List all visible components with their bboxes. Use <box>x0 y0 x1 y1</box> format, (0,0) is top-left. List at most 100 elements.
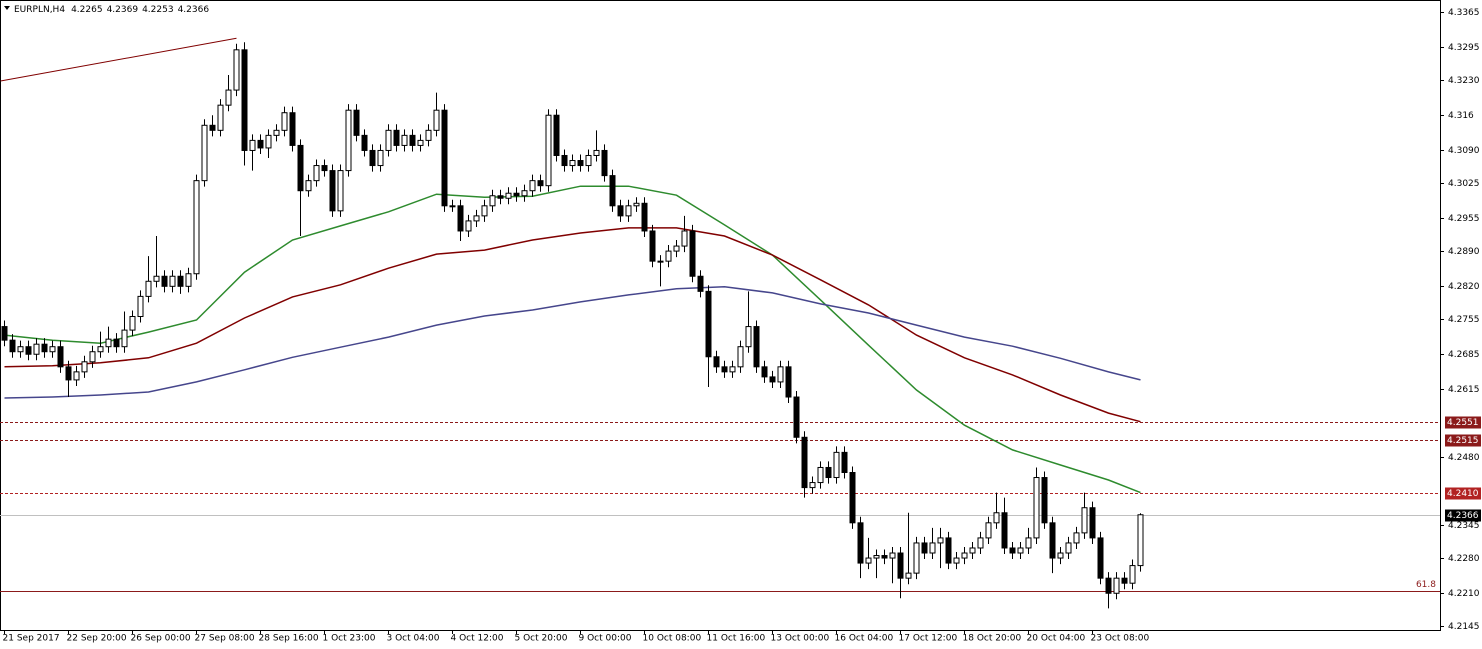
y-tick-label: 4.3025 <box>1448 179 1480 189</box>
candle-body <box>721 366 728 373</box>
candle-body <box>481 205 488 217</box>
candle-body <box>977 537 984 549</box>
plot-frame <box>0 0 1441 631</box>
candle-body <box>633 202 640 207</box>
candle-body <box>529 180 536 192</box>
y-tick-label: 4.2890 <box>1448 247 1480 257</box>
x-tick-label: 28 Sep 16:00 <box>259 634 319 644</box>
candle-body <box>1009 547 1016 554</box>
candle-body <box>1081 507 1088 534</box>
candle-body <box>705 290 712 358</box>
candle-body <box>665 250 672 262</box>
candle-body <box>929 542 936 554</box>
level-label: 4.2366 <box>1447 511 1479 521</box>
candle-body <box>561 154 568 167</box>
x-tick-label: 18 Oct 20:00 <box>963 634 1022 644</box>
candle-body <box>105 338 112 348</box>
candle-body <box>281 112 288 131</box>
candle-body <box>1017 547 1024 554</box>
level-label: 4.2410 <box>1447 489 1479 499</box>
candle-body <box>17 346 24 353</box>
candle-body <box>1 326 8 341</box>
candle-body <box>193 180 200 275</box>
y-tick-label: 4.2210 <box>1448 589 1480 599</box>
x-tick-label: 5 Oct 20:00 <box>515 634 568 644</box>
candle-body <box>369 149 376 167</box>
candle-body <box>753 326 760 368</box>
ohlc-high: 4.2369 <box>107 5 139 15</box>
candle-body <box>593 149 600 156</box>
candle-body <box>361 134 368 151</box>
candle-body <box>713 356 720 368</box>
candle-body <box>345 109 352 172</box>
candle-body <box>57 346 64 368</box>
candle-body <box>1113 577 1120 594</box>
candle-body <box>865 557 872 564</box>
candle-body <box>745 326 752 348</box>
candle-body <box>241 49 248 151</box>
candle-body <box>73 371 80 381</box>
candle-body <box>1001 512 1008 549</box>
symbol-title: EURPLN,H4 <box>14 5 65 15</box>
candle-body <box>673 245 680 252</box>
y-tick-label: 4.2755 <box>1448 315 1480 325</box>
candle-body <box>601 149 608 177</box>
candle-body <box>385 129 392 151</box>
candle-body <box>129 316 136 331</box>
candle-body <box>505 192 512 199</box>
candle-body <box>409 134 416 146</box>
candle-body <box>97 346 104 353</box>
candle-body <box>769 376 776 383</box>
candle-body <box>569 160 576 167</box>
x-tick-label: 21 Sep 2017 <box>3 634 60 644</box>
candle-body <box>537 180 544 187</box>
candle-body <box>169 275 176 287</box>
candle-body <box>617 205 624 217</box>
candle-body <box>449 205 456 208</box>
candle-body <box>265 134 272 149</box>
x-tick-label: 17 Oct 12:00 <box>899 634 958 644</box>
candle-body <box>793 396 800 438</box>
candle-body <box>873 555 880 559</box>
candle-body <box>577 160 584 167</box>
candle-body <box>625 205 632 217</box>
y-tick-label: 4.2820 <box>1448 282 1480 292</box>
candle-body <box>297 144 304 192</box>
candle-body <box>553 114 560 156</box>
candle-body <box>9 339 16 353</box>
candle-body <box>913 542 920 574</box>
candle-body <box>377 149 384 167</box>
candle-body <box>25 346 32 355</box>
y-tick-label: 4.3230 <box>1448 76 1480 86</box>
candle-body <box>697 275 704 292</box>
candle-body <box>41 343 48 353</box>
candle-body <box>1089 507 1096 539</box>
candle-body <box>817 466 824 484</box>
x-tick-label: 1 Oct 23:00 <box>323 634 376 644</box>
candle-body <box>1041 477 1048 524</box>
y-tick-label: 4.316 <box>1448 111 1474 121</box>
x-tick-label: 22 Sep 20:00 <box>67 634 127 644</box>
candle-body <box>649 230 656 262</box>
candle-body <box>185 273 192 287</box>
chart-header: EURPLN,H4 4.2265 4.2369 4.2253 4.2366 <box>14 5 209 15</box>
candle-body <box>993 512 1000 524</box>
candle-body <box>401 134 408 146</box>
candle-body <box>689 230 696 277</box>
candle-body <box>937 537 944 544</box>
candle-body <box>313 165 320 182</box>
candle-body <box>609 175 616 207</box>
candle-body <box>521 190 528 197</box>
x-tick-label: 3 Oct 04:00 <box>387 634 440 644</box>
candle-body <box>1057 552 1064 559</box>
candle-body <box>889 552 896 559</box>
candle-body <box>433 109 440 131</box>
candle-body <box>65 366 72 381</box>
candle-body <box>1129 565 1136 584</box>
candle-body <box>225 89 232 106</box>
candle-body <box>121 329 128 348</box>
candle-body <box>217 104 224 131</box>
candle-body <box>801 436 808 489</box>
x-tick-label: 13 Oct 00:00 <box>771 634 830 644</box>
candle-body <box>945 537 952 564</box>
